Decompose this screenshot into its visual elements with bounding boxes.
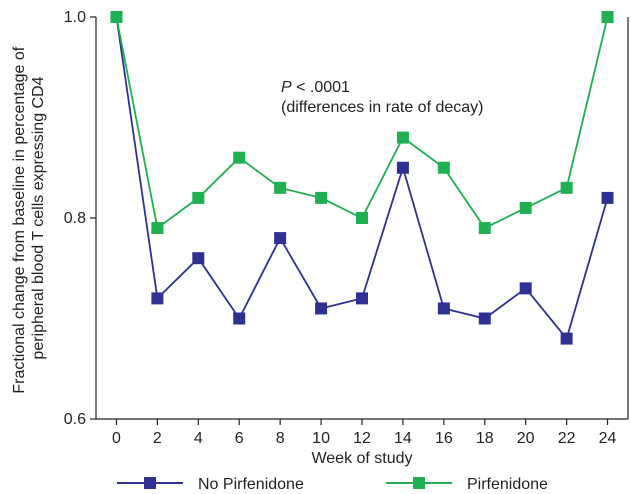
data-point-no-pirfenidone [396,161,409,174]
x-tick-label: 10 [312,430,330,447]
x-tick-label: 12 [353,430,371,447]
y-tick-label: 0.6 [64,411,86,428]
x-tick-label: 20 [517,430,535,447]
data-point-pirfenidone [192,191,205,204]
x-ticks: 0 2 4 6 8 10 12 14 16 18 20 22 24 [112,419,617,447]
data-point-pirfenidone [233,151,246,164]
data-point-pirfenidone [560,181,573,194]
data-point-no-pirfenidone [601,191,614,204]
x-tick-label: 2 [153,430,162,447]
data-point-no-pirfenidone [519,282,532,295]
legend-item-no-pirfenidone: No Pirfenidone [117,476,304,493]
data-point-no-pirfenidone [233,312,246,325]
series-line-no-pirfenidone [115,16,609,341]
data-point-no-pirfenidone [315,302,328,315]
data-point-no-pirfenidone [478,312,491,325]
data-point-pirfenidone [601,11,614,23]
p-value: < .0001 [292,79,350,96]
series-line-pirfenidone [115,16,609,230]
data-point-pirfenidone [315,191,328,204]
x-tick-label: 6 [235,430,244,447]
x-tick-label: 0 [112,430,121,447]
x-tick-label: 22 [558,430,576,447]
data-point-no-pirfenidone [192,252,205,265]
y-tick-label: 1.0 [64,9,86,26]
data-point-pirfenidone [151,222,164,235]
x-tick-label: 18 [476,430,494,447]
data-point-pirfenidone [478,222,491,235]
y-axis-label: Fractional change from baseline in perce… [11,42,47,393]
y-tick-label: 0.8 [64,210,86,227]
series-no-pirfenidone [110,11,614,345]
x-tick-label: 4 [194,430,203,447]
x-tick-label: 16 [435,430,453,447]
legend: No Pirfenidone Pirfenidone [117,476,548,493]
legend-label-pirfenidone: Pirfenidone [467,476,548,493]
y-ticks: 0.6 0.8 1.0 [64,9,96,428]
data-point-pirfenidone [396,131,409,144]
series-pirfenidone [110,11,614,235]
data-point-pirfenidone [110,11,123,23]
p-value-annotation: P < .0001 [281,79,350,96]
x-tick-label: 14 [394,430,412,447]
legend-item-pirfenidone: Pirfenidone [386,476,548,493]
legend-marker-pirfenidone [413,477,425,489]
x-tick-label: 24 [599,430,617,447]
data-point-no-pirfenidone [274,232,287,245]
decay-annotation: (differences in rate of decay) [281,99,483,116]
legend-marker-no-pirfenidone [144,477,156,489]
legend-label-no-pirfenidone: No Pirfenidone [198,476,304,493]
y-axis-label-line-1: Fractional change from baseline in perce… [11,46,28,393]
data-point-no-pirfenidone [356,292,368,305]
x-tick-label: 8 [276,430,285,447]
x-axis-label: Week of study [311,450,412,467]
data-point-pirfenidone [519,201,532,214]
y-axis-label-line-2: peripheral blood T cells expressing CD4 [30,76,47,359]
data-point-pirfenidone [274,181,287,194]
series-layer [110,11,614,345]
data-point-no-pirfenidone [151,292,164,305]
data-point-pirfenidone [356,212,368,224]
data-point-no-pirfenidone [560,332,573,345]
p-symbol: P [281,79,292,96]
data-point-pirfenidone [437,161,450,174]
data-point-no-pirfenidone [437,302,450,315]
